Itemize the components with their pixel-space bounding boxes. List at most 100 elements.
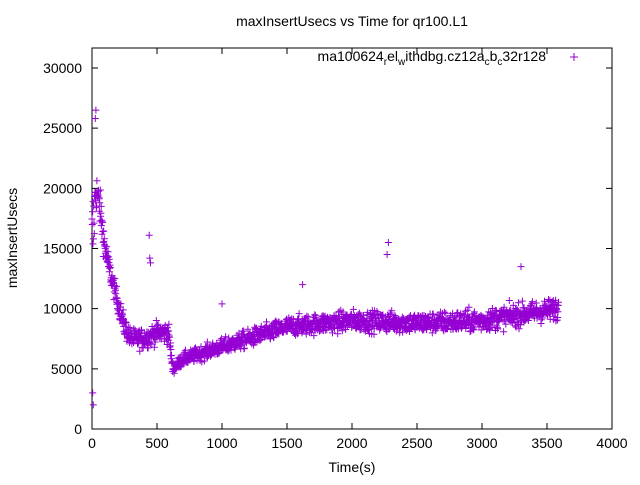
data-point [442,309,450,317]
data-point [110,279,118,287]
data-point [465,303,473,311]
x-tick-label: 1500 [271,435,302,451]
data-point [117,300,125,308]
y-tick-label: 30000 [43,60,82,76]
data-point [342,326,350,333]
data-point [517,263,525,271]
data-point [388,307,396,315]
y-tick-label: 5000 [51,361,82,377]
data-point [192,344,199,352]
data-point [147,259,154,267]
data-point [99,218,107,226]
data-point [500,328,508,336]
data-point [118,309,126,317]
data-point [190,357,198,365]
data-point [151,338,159,346]
data-point [469,311,477,319]
data-point [122,318,129,326]
data-point [373,308,381,316]
data-point [384,239,392,246]
y-tick-label: 25000 [43,120,82,136]
data-point [93,177,101,185]
data-point [514,299,522,307]
y-tick-label: 0 [74,421,82,437]
data-point [382,326,390,334]
data-point [167,346,175,353]
data-point [90,219,98,227]
data-point [110,288,118,296]
x-tick-label: 0 [88,435,96,451]
data-point [555,298,562,306]
data-point [131,326,139,334]
data-point [97,209,105,217]
data-point [339,308,347,316]
data-point [463,306,471,314]
data-points [88,106,562,409]
data-point [552,317,560,325]
data-point [256,337,264,345]
data-point [299,281,307,289]
data-point [433,324,441,332]
data-point [152,317,160,324]
data-point [100,235,108,243]
data-point [524,317,532,324]
data-point [144,344,152,352]
data-point [97,202,105,210]
x-axis-label: Time(s) [329,459,376,475]
data-point [387,310,395,318]
data-point [349,305,357,313]
data-point [240,344,248,352]
y-tick-label: 10000 [43,301,82,317]
data-point [545,296,552,303]
axis-ticks: 0 500 1000 1500 2000 2500 3000 3500 4000 0 5000 100… [43,48,628,451]
data-point [90,230,98,238]
data-point [370,330,378,338]
data-point [502,320,510,328]
data-point [303,312,311,320]
data-point [399,328,407,336]
data-point [460,312,468,320]
data-point [200,357,208,365]
data-point [329,329,336,337]
data-point [150,343,158,351]
y-tick-label: 20000 [43,180,82,196]
data-point [100,227,108,235]
data-point [515,325,523,333]
data-point [91,115,99,122]
data-point [96,199,104,207]
legend: ma100624relwithdbg.cz12acbc32r128 [318,48,578,68]
data-point [92,106,100,114]
data-point [383,251,391,258]
data-point [295,310,303,318]
data-point [298,329,306,337]
data-point [89,401,97,409]
data-point [221,336,229,344]
legend-marker [570,53,578,61]
data-point [88,221,96,228]
data-point [222,333,230,341]
data-point [485,319,493,327]
data-point [537,316,545,324]
data-point [466,328,474,336]
data-point [168,351,175,359]
data-point [499,316,507,324]
data-point [203,338,211,346]
data-point [89,235,97,243]
x-tick-label: 500 [145,435,169,451]
data-point [96,186,104,194]
data-point [311,311,319,319]
data-point [218,300,226,308]
data-point [505,297,513,304]
x-tick-label: 2500 [401,435,432,451]
y-tick-label: 15000 [43,241,82,257]
data-point [111,275,119,283]
data-point [119,306,127,314]
data-point [470,308,478,316]
data-point [518,297,526,305]
data-point [500,303,508,311]
x-tick-label: 3500 [531,435,562,451]
x-tick-label: 2000 [336,435,367,451]
data-point [89,389,97,397]
data-point [488,305,496,312]
